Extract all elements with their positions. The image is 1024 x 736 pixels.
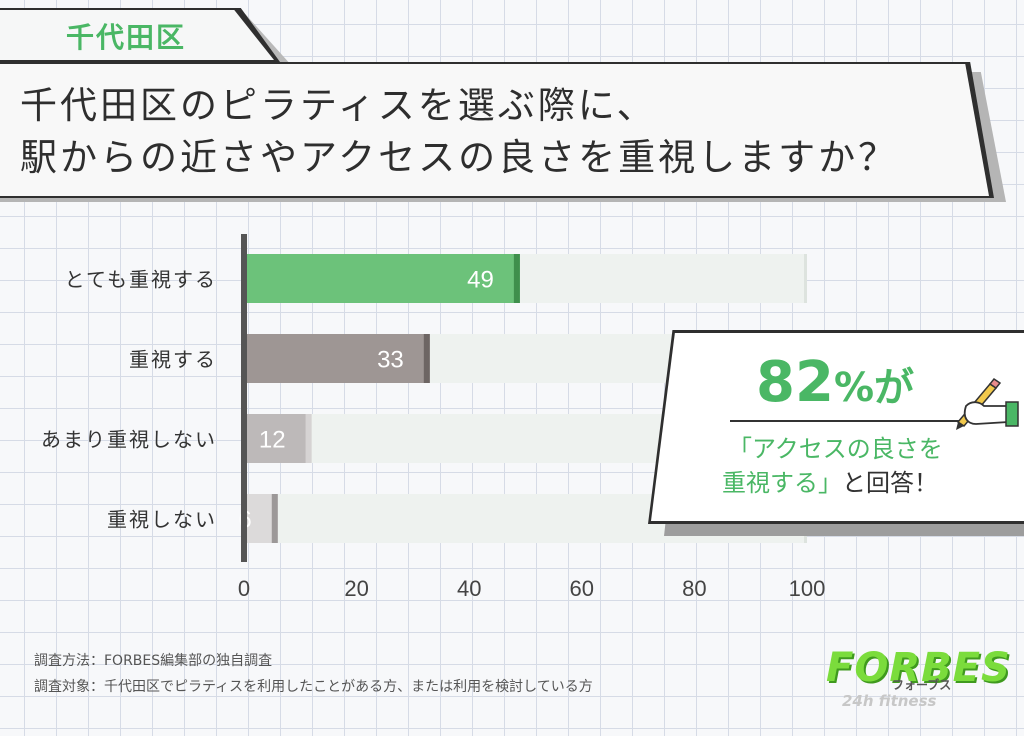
category-label: とても重視する [65, 268, 217, 292]
bar-end-cap [305, 414, 312, 463]
data-label: 12 [259, 427, 286, 454]
logo-main: FORBES [826, 645, 1011, 691]
survey-target: 調査対象：千代田区でピラティスを利用したことがある方、または利用を検討している方 [34, 679, 593, 695]
bar-end-cap [423, 334, 430, 383]
category-label: 重視しない [107, 508, 217, 532]
tick-label: 40 [457, 576, 481, 601]
bar [244, 414, 312, 463]
hand-writing-icon [956, 377, 1019, 430]
callout-highlight: 82%が [756, 348, 914, 423]
category-label: あまり重視しない [41, 428, 217, 452]
question-title-line2: 駅からの近さやアクセスの良さを重視しますか？ [20, 136, 899, 179]
tick-label: 80 [682, 576, 706, 601]
callout-line2: 重視する」と回答！ [722, 466, 938, 500]
tick-label: 60 [570, 576, 594, 601]
callout-line2-rest: と回答！ [842, 469, 938, 497]
brand-logo: FORBES フォーブス 24h fitness [826, 645, 1016, 710]
question-title: 千代田区のピラティスを選ぶ際に、 駅からの近さやアクセスの良さを重視しますか？ [20, 80, 980, 184]
tag-box [0, 10, 274, 60]
tick-label: 100 [789, 576, 826, 601]
logo-kana: フォーブス [892, 678, 952, 692]
tick-label: 20 [344, 576, 368, 601]
callout-line1: 「アクセスの良さを [728, 435, 943, 463]
question-title-line1: 千代田区のピラティスを選ぶ際に、 [20, 84, 657, 127]
callout-underline [730, 420, 978, 422]
bar [244, 254, 520, 303]
region-tag: 千代田区 [66, 21, 187, 54]
title-box [0, 64, 989, 196]
logo-sub: 24h fitness [842, 692, 937, 710]
y-axis-line [241, 234, 247, 562]
callout-line2-green: 重視する」 [722, 469, 842, 497]
tick-label: 0 [238, 576, 250, 601]
data-label: 33 [377, 347, 404, 374]
data-label: 49 [467, 267, 494, 294]
callout-suffix: %が [833, 365, 915, 411]
callout-number: 82 [756, 350, 834, 415]
bar-end-cap [513, 254, 520, 303]
category-label: 重視する [129, 348, 217, 372]
bar [244, 334, 430, 383]
bar-end-cap [271, 494, 278, 543]
survey-method: 調査方法：FORBES編集部の独自調査 [34, 653, 273, 669]
bar-track-end [804, 254, 807, 303]
